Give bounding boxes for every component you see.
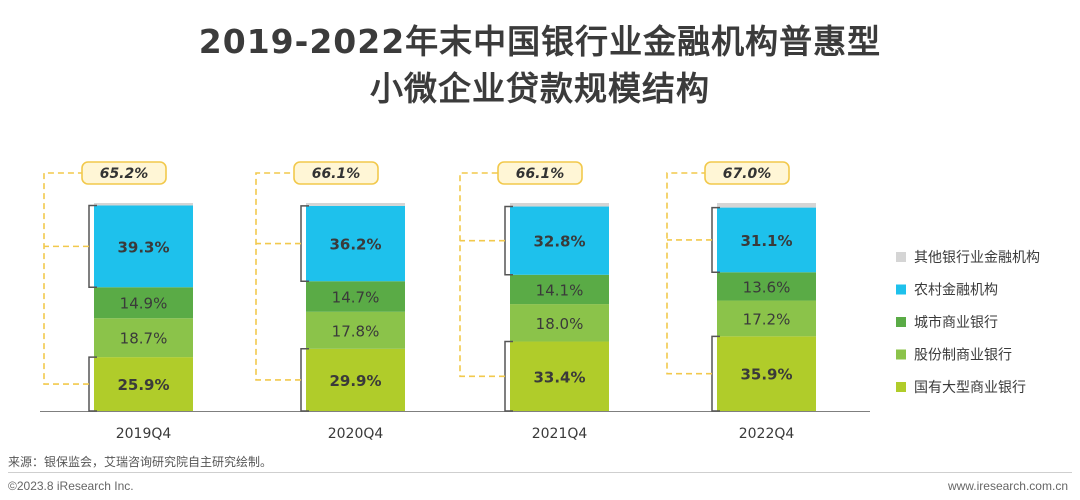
combined-share-box <box>704 161 790 185</box>
legend-swatch <box>896 317 906 327</box>
combined-share-label: 65.2% <box>100 166 149 182</box>
combined-share-label: 66.1% <box>516 166 565 182</box>
bar-segment <box>717 336 816 411</box>
bar-segment <box>717 207 816 273</box>
x-tick-label: 2020Q4 <box>328 426 384 442</box>
legend-swatch <box>896 284 906 295</box>
source-note: 来源：银保监会，艾瑞咨询研究院自主研究绘制。 <box>8 455 273 469</box>
combined-share-box <box>81 161 167 185</box>
data-label: 14.9% <box>120 295 168 313</box>
bar-segment <box>717 203 816 208</box>
combined-share-box <box>497 161 583 185</box>
bar-segment <box>510 206 609 275</box>
data-label: 18.7% <box>120 330 168 348</box>
x-tick-label: 2021Q4 <box>532 426 588 442</box>
bar-segment <box>94 203 193 206</box>
bar-segment <box>510 304 609 342</box>
legend-label: 股份制商业银行 <box>914 348 1012 364</box>
dashed-connector <box>666 172 712 375</box>
data-label: 25.9% <box>117 376 169 394</box>
data-label: 36.2% <box>329 236 381 254</box>
bar-segment <box>306 311 405 349</box>
data-label: 31.1% <box>740 232 792 250</box>
copyright-text: ©2023.8 iResearch Inc. <box>8 479 134 493</box>
legend-label: 国有大型商业银行 <box>914 380 1026 396</box>
chart-title: 2019-2022年末中国银行业金融机构普惠型 小微企业贷款规模结构 <box>0 18 1080 112</box>
chart-title-line-1: 2019-2022年末中国银行业金融机构普惠型 <box>198 22 882 61</box>
data-label: 13.6% <box>743 278 791 296</box>
bar-segment <box>306 205 405 282</box>
dashed-connector <box>255 172 301 381</box>
dashed-connector <box>43 172 89 385</box>
legend-swatch <box>896 382 906 392</box>
dashed-connector <box>459 172 505 378</box>
combined-share-label: 66.1% <box>312 166 361 182</box>
data-label: 14.1% <box>536 281 584 299</box>
data-label: 35.9% <box>740 366 792 384</box>
bar-segment <box>510 203 609 207</box>
bar-segment <box>94 205 193 288</box>
footer-divider <box>8 472 1072 473</box>
chart-title-line-2: 小微企业贷款规模结构 <box>370 69 710 108</box>
bar-segment <box>717 300 816 337</box>
data-label: 17.2% <box>743 310 791 328</box>
bar-segment <box>306 203 405 206</box>
legend-label: 农村金融机构 <box>914 283 998 299</box>
combined-share-box <box>293 161 379 185</box>
legend-label: 城市商业银行 <box>914 314 998 331</box>
legend-swatch <box>896 252 906 262</box>
data-label: 17.8% <box>332 322 380 340</box>
bar-segment <box>94 318 193 358</box>
data-label: 33.4% <box>533 368 585 386</box>
bar-segment <box>510 274 609 305</box>
bar-segment <box>717 272 816 301</box>
bar-segment <box>94 287 193 319</box>
data-label: 29.9% <box>329 372 381 390</box>
bar-segment <box>306 281 405 312</box>
x-tick-label: 2019Q4 <box>116 426 172 442</box>
legend-label: 其他银行业金融机构 <box>914 250 1040 266</box>
bar-segment <box>306 348 405 411</box>
data-label: 39.3% <box>117 238 169 256</box>
bar-segment <box>510 341 609 411</box>
legend-swatch <box>896 349 906 360</box>
data-label: 18.0% <box>536 315 584 333</box>
x-tick-label: 2022Q4 <box>739 426 795 442</box>
data-label: 32.8% <box>533 233 585 251</box>
website-link[interactable]: www.iresearch.com.cn <box>947 479 1068 493</box>
combined-share-label: 67.0% <box>723 166 772 182</box>
bar-segment <box>94 357 193 411</box>
data-label: 14.7% <box>332 288 380 306</box>
